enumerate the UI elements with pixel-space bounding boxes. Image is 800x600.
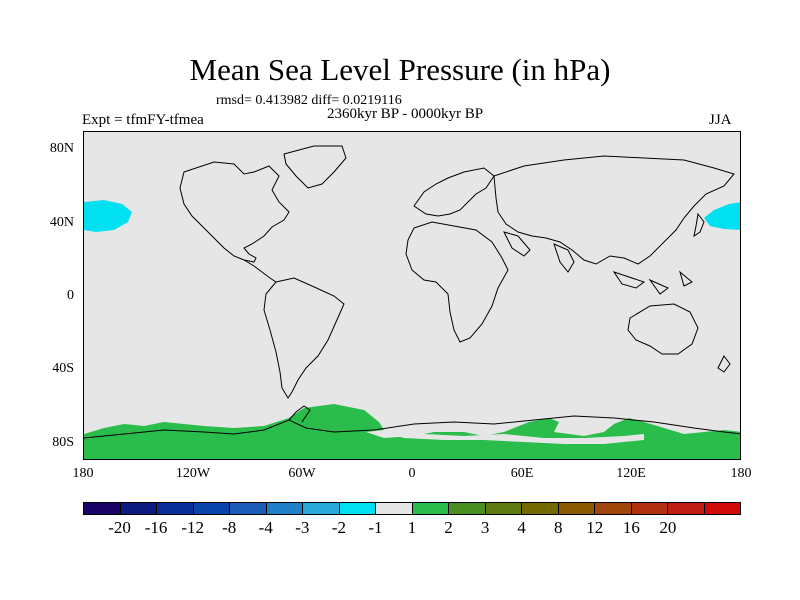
colorbar-cell bbox=[558, 503, 595, 514]
asia-coast bbox=[493, 155, 735, 265]
lon-label-0: 0 bbox=[408, 466, 416, 481]
antarctic-green bbox=[84, 404, 740, 459]
colorbar-label: -2 bbox=[331, 518, 346, 537]
time-period: 2360kyr BP - 0000kyr BP bbox=[326, 106, 484, 122]
north-america-coast bbox=[179, 161, 290, 263]
colorbar-label: -12 bbox=[181, 518, 204, 537]
colorbar-label: 20 bbox=[659, 518, 677, 537]
colorbar-label: -4 bbox=[258, 518, 273, 537]
north-pacific-cyan-east bbox=[704, 202, 740, 230]
colorbar-cell bbox=[303, 503, 340, 514]
antarctic-peninsula-coast bbox=[288, 405, 311, 423]
colorbar-label: 3 bbox=[480, 518, 490, 537]
colorbar-label: 8 bbox=[553, 518, 563, 537]
lon-label-120e: 120E bbox=[616, 466, 646, 481]
map-title: Mean Sea Level Pressure (in hPa) bbox=[189, 52, 611, 87]
colorbar-cell bbox=[157, 503, 194, 514]
japan-coast bbox=[693, 212, 705, 238]
lon-label-180e: 180 bbox=[730, 466, 752, 481]
lat-label-0: 0 bbox=[67, 288, 74, 303]
australia-coast bbox=[627, 303, 699, 355]
colorbar-label: -16 bbox=[144, 518, 168, 537]
colorbar-cell bbox=[631, 503, 668, 514]
world-map bbox=[83, 131, 741, 460]
rmsd-diff-stats: rmsd= 0.413982 diff= 0.0219116 bbox=[216, 93, 402, 108]
arabia-india-coast bbox=[503, 231, 575, 273]
colorbar-cell bbox=[449, 503, 486, 514]
europe-coast bbox=[413, 167, 495, 217]
lon-label-120w: 120W bbox=[175, 466, 211, 481]
antarctica-coast bbox=[84, 415, 740, 439]
lon-label-60e: 60E bbox=[510, 466, 534, 481]
lat-label-80n: 80N bbox=[49, 141, 74, 156]
map-svg bbox=[84, 145, 740, 459]
south-america-coast bbox=[263, 277, 345, 399]
colorbar bbox=[83, 502, 741, 515]
colorbar-cell bbox=[522, 503, 559, 514]
lon-label-60w: 60W bbox=[288, 466, 316, 481]
colorbar-label: -8 bbox=[222, 518, 237, 537]
colorbar-label: 12 bbox=[586, 518, 604, 537]
colorbar-label: 1 bbox=[407, 518, 417, 537]
lat-label-40s: 40S bbox=[52, 361, 74, 376]
colorbar-cell bbox=[412, 503, 449, 514]
colorbar-label: -3 bbox=[295, 518, 310, 537]
experiment-label: Expt = tfmFY-tfmea bbox=[82, 112, 204, 128]
colorbar-label: -1 bbox=[368, 518, 383, 537]
colorbar-cell bbox=[84, 503, 121, 514]
central-america-coast bbox=[243, 259, 277, 283]
southeast-asia-islands bbox=[612, 270, 693, 295]
colorbar-cell bbox=[595, 503, 632, 514]
colorbar-cell bbox=[376, 503, 413, 514]
colorbar-cell bbox=[704, 503, 740, 514]
new-zealand-coast bbox=[717, 355, 731, 373]
greenland-coast bbox=[283, 145, 347, 189]
colorbar-label: 16 bbox=[622, 518, 640, 537]
colorbar-cell bbox=[193, 503, 230, 514]
lat-label-80s: 80S bbox=[52, 435, 74, 450]
north-pacific-cyan-west bbox=[84, 200, 132, 232]
colorbar-cell bbox=[120, 503, 157, 514]
colorbar-cell bbox=[230, 503, 267, 514]
lat-label-40n: 40N bbox=[49, 215, 74, 230]
colorbar-cell bbox=[266, 503, 303, 514]
colorbar-label: -20 bbox=[108, 518, 131, 537]
colorbar-cell bbox=[668, 503, 705, 514]
colorbar-cell bbox=[339, 503, 376, 514]
colorbar-cell bbox=[485, 503, 522, 514]
africa-coast bbox=[405, 221, 509, 343]
lon-label-180w: 180 bbox=[72, 466, 94, 481]
colorbar-label: 4 bbox=[517, 518, 526, 537]
season-label: JJA bbox=[709, 112, 732, 128]
colorbar-label: 2 bbox=[444, 518, 453, 537]
